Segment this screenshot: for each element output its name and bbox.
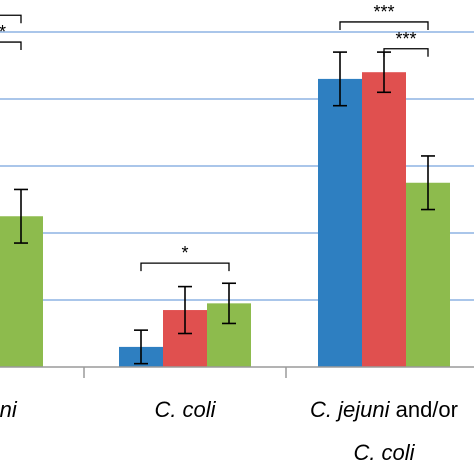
significance-bracket [339, 21, 429, 30]
significance-bracket [0, 41, 22, 51]
significance-brackets: ********** [0, 2, 429, 272]
bar [362, 72, 406, 367]
x-tick-label: C. coli [154, 397, 216, 422]
significance-label: * [181, 243, 188, 263]
significance-bracket [140, 262, 230, 272]
x-tick-labels: C. jejuni C. coli C. jejuni and/or C. coli [0, 397, 458, 465]
bar [318, 78, 362, 368]
bars [0, 72, 450, 368]
significance-label: *** [395, 29, 416, 49]
x-tick-label-line2: C. coli [353, 440, 415, 465]
x-axis [0, 366, 474, 378]
x-tick-label: C. jejuni and/or [310, 397, 458, 422]
significance-label: *** [373, 2, 394, 22]
significance-bracket [0, 14, 22, 24]
significance-bracket [383, 48, 429, 57]
significance-label: ** [0, 22, 6, 42]
error-bars [14, 51, 435, 365]
x-tick-label: C. jejuni [0, 397, 18, 422]
bar [406, 182, 450, 367]
